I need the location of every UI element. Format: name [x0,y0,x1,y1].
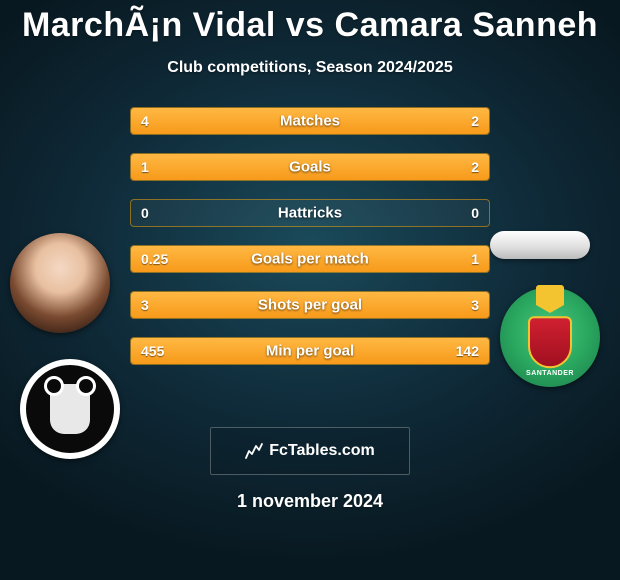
stat-row: 00Hattricks [130,199,490,227]
stat-row: 33Shots per goal [130,291,490,319]
player-right-club-badge: SANTANDER [500,287,600,387]
stats-bars: 42Matches 12Goals 00Hattricks 0.251Goals pe… [130,107,490,383]
date-text: 1 november 2024 [0,491,620,512]
subtitle: Club competitions, Season 2024/2025 [0,59,620,77]
player-left-club-badge [20,359,120,459]
stat-row: 12Goals [130,153,490,181]
racing-shield-icon [528,316,572,368]
stat-row: 455142Min per goal [130,337,490,365]
stat-label: Matches [131,113,489,130]
stat-label: Hattricks [131,205,489,222]
fctables-attribution: FcTables.com [210,427,410,475]
content-wrapper: MarchÃ¡n Vidal vs Camara Sanneh Club com… [0,0,620,580]
stat-row: 0.251Goals per match [130,245,490,273]
player-left-avatar [10,233,110,333]
albacete-shield-icon [50,384,90,434]
stat-label: Min per goal [131,343,489,360]
stat-label: Goals per match [131,251,489,268]
player-right-avatar [490,231,590,259]
fctables-label: FcTables.com [269,442,375,460]
racing-text: SANTANDER [500,370,600,377]
fctables-logo-icon [245,443,263,459]
page-title: MarchÃ¡n Vidal vs Camara Sanneh [0,0,620,45]
racing-crown-icon [536,285,564,305]
stat-label: Shots per goal [131,297,489,314]
comparison-area: SANTANDER 42Matches 12Goals 00Hattricks 0.2… [0,107,620,407]
stat-row: 42Matches [130,107,490,135]
stat-label: Goals [131,159,489,176]
